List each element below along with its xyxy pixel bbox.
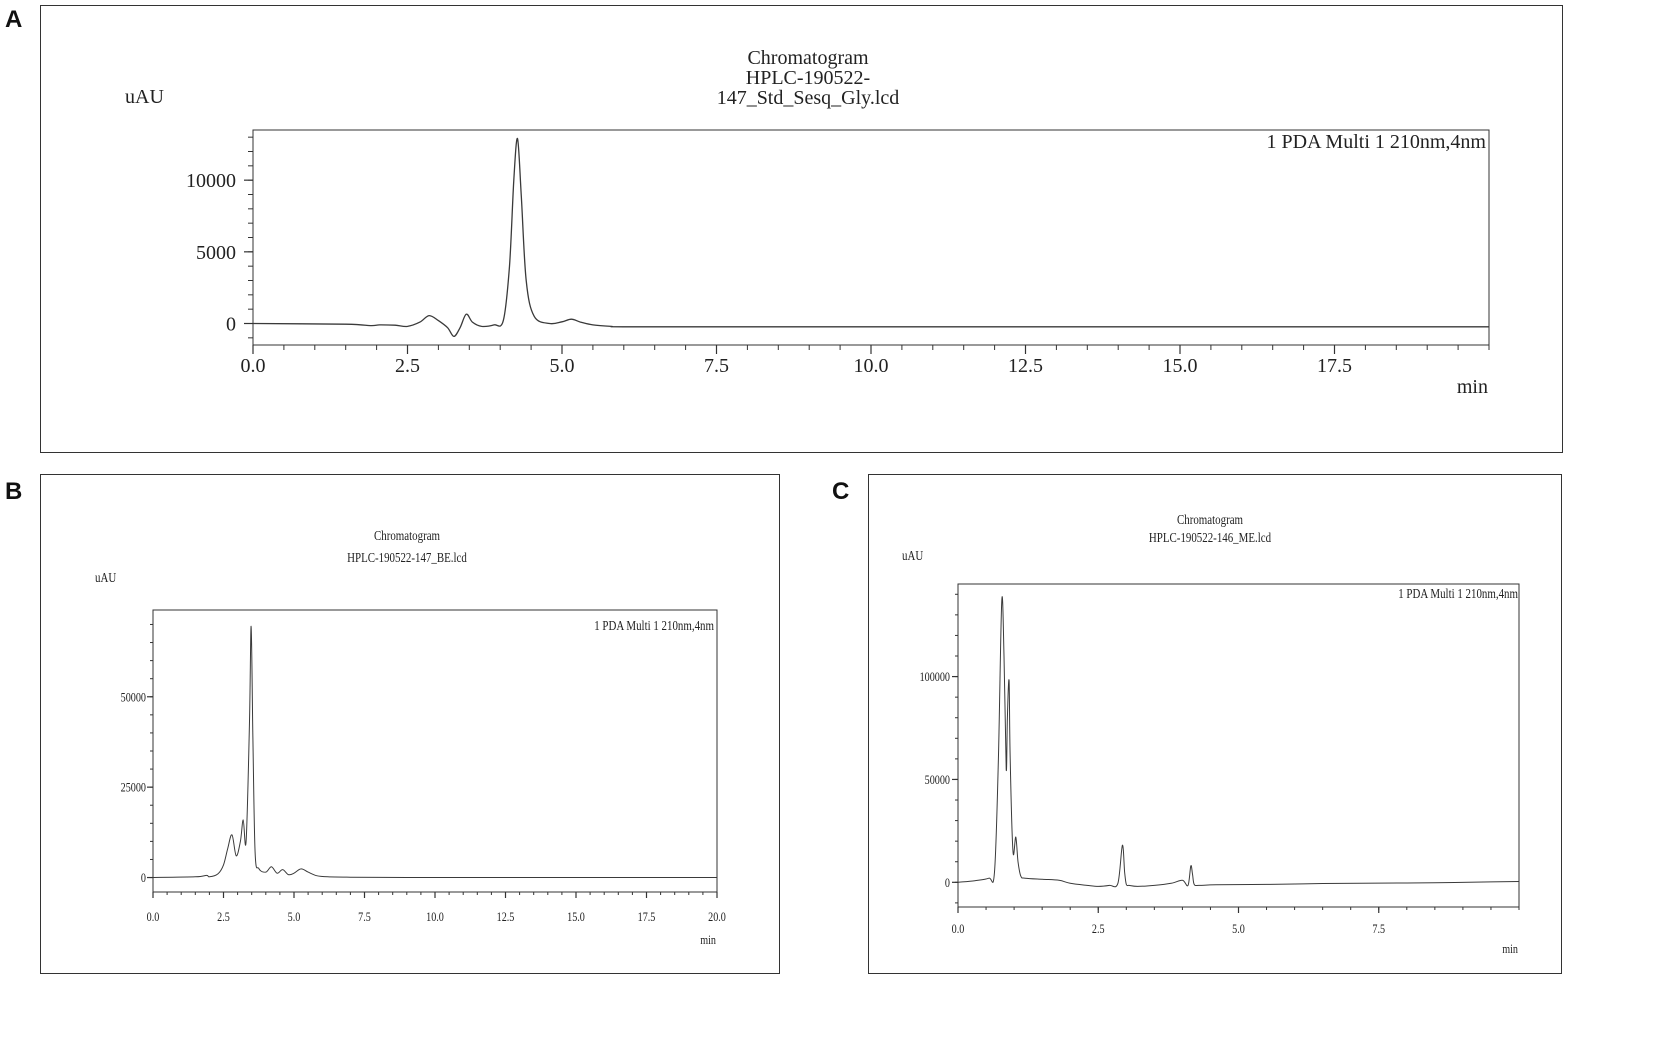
chart-b-x-tick-label: 7.5 <box>358 910 371 924</box>
chart-c-y-tick-label: 0 <box>945 876 950 890</box>
chart-b-x-tick-label: 12.5 <box>497 910 515 924</box>
chart-b-x-tick-label: 2.5 <box>217 910 230 924</box>
chart-a-x-tick-label: 7.5 <box>704 355 729 377</box>
chart-b-ylabel: uAU <box>95 570 116 586</box>
chart-a-legend: 1 PDA Multi 1 210nm,4nm <box>1267 131 1487 153</box>
chart-b-legend: 1 PDA Multi 1 210nm,4nm <box>594 618 714 634</box>
chart-a-subtitle-line-2: 147_Std_Sesq_Gly.lcd <box>717 87 900 109</box>
chart-c-x-tick-label: 2.5 <box>1092 922 1105 936</box>
chart-b-series-line <box>152 625 717 879</box>
panel-label-b: B <box>5 478 23 505</box>
chart-a-y-tick-label: 5000 <box>196 242 236 264</box>
chart-b-x-tick-label: 15.0 <box>567 910 585 924</box>
chart-a-x-tick-label: 12.5 <box>1008 355 1043 377</box>
chart-b-y-tick-label: 25000 <box>121 781 146 795</box>
chart-b-x-tick-label: 20.0 <box>708 910 726 924</box>
chart-a-y-tick-label: 10000 <box>186 170 236 192</box>
chart-c-y-tick-label: 50000 <box>925 773 950 787</box>
chart-a-xlabel: min <box>1457 376 1488 398</box>
chart-c-xlabel: min <box>1502 942 1518 956</box>
chart-a-x-tick-label: 2.5 <box>395 355 420 377</box>
chart-c-title: Chromatogram <box>1177 512 1243 528</box>
chart-b-plot-area: 0.0 2.5 5.0 7.5 10.0 12.5 15.0 17.5 20.0 0 25000 50… <box>121 609 726 924</box>
panel-c-frame <box>868 474 1562 974</box>
chart-c-x-tick-label: 0.0 <box>952 922 965 936</box>
chart-b-x-tick-label: 5.0 <box>288 910 301 924</box>
panel-label-a: A <box>5 6 23 33</box>
panel-b-frame <box>40 474 780 974</box>
chart-a-x-tick-label: 0.0 <box>241 355 266 377</box>
chart-c-x-tick-label: 7.5 <box>1372 922 1385 936</box>
chart-c-series-line <box>957 596 1520 888</box>
chart-b-y-tick-label: 0 <box>141 871 146 885</box>
chart-a-x-tick-label: 15.0 <box>1163 355 1198 377</box>
chart-c-plot-frame <box>957 583 1520 908</box>
chart-a-series-line <box>252 137 1489 338</box>
chart-c-ylabel: uAU <box>902 548 923 564</box>
chart-a-x-tick-label: 10.0 <box>854 355 889 377</box>
chart-a-x-tick-label: 5.0 <box>550 355 575 377</box>
chart-a-plot-area: 0.0 2.5 5.0 7.5 10.0 12.5 15.0 17.5 0 5000 10000 <box>186 129 1490 377</box>
chart-a-subtitle-line-1: HPLC-190522- <box>746 67 870 89</box>
chart-b-title: Chromatogram <box>374 528 440 544</box>
chart-c-subtitle-line-1: HPLC-190522-146_ME.lcd <box>1149 530 1272 546</box>
chart-c-plot-area: 0.0 2.5 5.0 7.5 0 50000 100000 <box>920 583 1520 936</box>
chart-a-title: Chromatogram <box>747 47 869 69</box>
chart-b-y-tick-label: 50000 <box>121 690 146 704</box>
chart-c-y-tick-label: 100000 <box>920 670 951 684</box>
chart-b-subtitle-line-1: HPLC-190522-147_BE.lcd <box>347 550 467 566</box>
chart-a-x-tick-label: 17.5 <box>1317 355 1352 377</box>
chart-b-x-tick-label: 17.5 <box>638 910 656 924</box>
chart-c-legend: 1 PDA Multi 1 210nm,4nm <box>1398 586 1518 602</box>
chart-a-ylabel: uAU <box>125 86 164 108</box>
chart-c-x-tick-label: 5.0 <box>1232 922 1245 936</box>
chart-b-x-tick-label: 0.0 <box>147 910 160 924</box>
panel-a-frame <box>40 5 1563 453</box>
chart-a-y-tick-label: 0 <box>226 314 236 336</box>
panel-label-c: C <box>832 478 850 505</box>
chart-b-xlabel: min <box>700 933 716 947</box>
chart-b-x-tick-label: 10.0 <box>426 910 444 924</box>
